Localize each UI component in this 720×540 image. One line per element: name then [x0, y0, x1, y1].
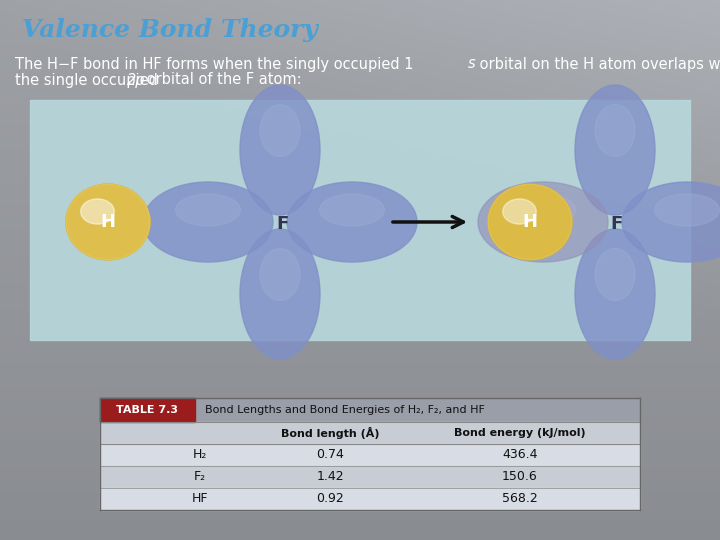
Text: HF: HF — [192, 492, 208, 505]
Text: H: H — [101, 213, 115, 231]
Bar — [30, 100, 690, 340]
Ellipse shape — [260, 105, 300, 157]
Text: The H−F bond in HF forms when the singly occupied 1: The H−F bond in HF forms when the singly… — [15, 57, 413, 71]
Ellipse shape — [488, 184, 572, 260]
Text: 436.4: 436.4 — [503, 449, 538, 462]
Ellipse shape — [240, 229, 320, 359]
Ellipse shape — [81, 199, 114, 224]
Text: 2p: 2p — [127, 72, 145, 87]
Ellipse shape — [240, 85, 320, 215]
Ellipse shape — [66, 184, 150, 260]
Ellipse shape — [478, 182, 608, 262]
Bar — [100, 488, 640, 510]
Ellipse shape — [260, 248, 300, 300]
Text: TABLE 7.3: TABLE 7.3 — [116, 405, 178, 415]
Bar — [100, 466, 640, 488]
Text: F₂: F₂ — [194, 470, 206, 483]
Bar — [100, 422, 640, 444]
Text: Bond Lengths and Bond Energies of H₂, F₂, and HF: Bond Lengths and Bond Energies of H₂, F₂… — [205, 405, 485, 415]
Text: 1.42: 1.42 — [316, 470, 344, 483]
Text: s: s — [468, 57, 476, 71]
Ellipse shape — [595, 105, 635, 157]
Bar — [100, 444, 640, 466]
Ellipse shape — [176, 194, 240, 226]
Ellipse shape — [654, 194, 719, 226]
Text: 0.74: 0.74 — [316, 449, 344, 462]
Ellipse shape — [595, 248, 635, 300]
Bar — [100, 398, 640, 422]
Text: H₂: H₂ — [193, 449, 207, 462]
Text: H: H — [523, 213, 538, 231]
Text: Bond energy (kJ/mol): Bond energy (kJ/mol) — [454, 428, 586, 438]
Bar — [100, 398, 195, 422]
Ellipse shape — [143, 182, 273, 262]
Text: Valence Bond Theory: Valence Bond Theory — [22, 18, 318, 42]
Text: the single occupied: the single occupied — [15, 72, 163, 87]
Text: 150.6: 150.6 — [502, 470, 538, 483]
Ellipse shape — [575, 85, 655, 215]
Text: orbital of the F atom:: orbital of the F atom: — [142, 72, 302, 87]
Ellipse shape — [488, 184, 572, 260]
Text: Bond length (Å): Bond length (Å) — [281, 427, 379, 439]
Text: F: F — [276, 215, 288, 233]
Ellipse shape — [66, 184, 150, 260]
Text: orbital on the H atom overlaps with: orbital on the H atom overlaps with — [475, 57, 720, 71]
Ellipse shape — [320, 194, 384, 226]
Text: 568.2: 568.2 — [502, 492, 538, 505]
Text: 0.92: 0.92 — [316, 492, 344, 505]
Text: F: F — [611, 215, 623, 233]
Ellipse shape — [575, 229, 655, 359]
Ellipse shape — [287, 182, 417, 262]
Ellipse shape — [622, 182, 720, 262]
Ellipse shape — [510, 194, 575, 226]
Ellipse shape — [503, 199, 536, 224]
